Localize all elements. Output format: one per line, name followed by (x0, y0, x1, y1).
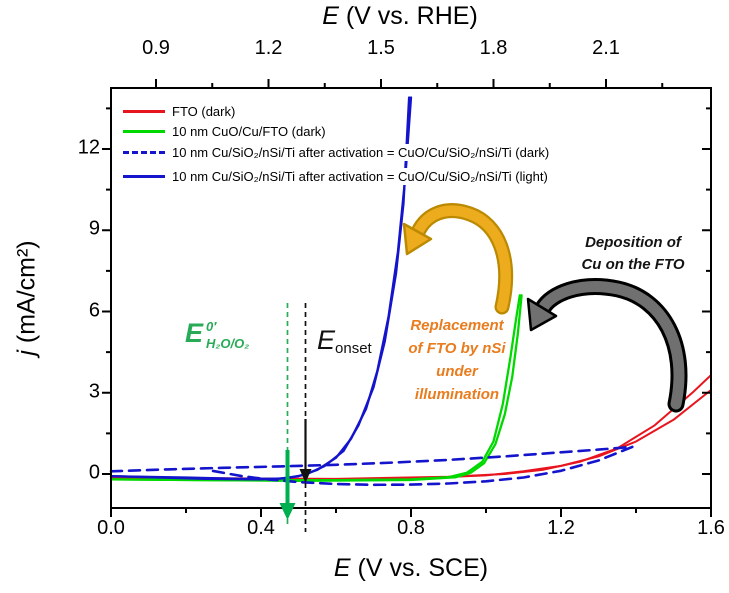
legend-item-cu-sio2-nsi-ti-dark: 10 nm Cu/SiO₂/nSi/Ti after activation = … (123, 141, 552, 163)
legend-label: FTO (dark) (170, 102, 238, 120)
legend-label: 10 nm Cu/SiO₂/nSi/Ti after activation = … (170, 143, 552, 161)
legend-line-green-icon (123, 129, 165, 133)
tick-label: 1.2 (254, 37, 283, 59)
tick-label: 1.2 (547, 517, 575, 539)
tick-label: 3 (88, 380, 100, 403)
tick-label: 0.0 (97, 517, 125, 539)
onset-down-arrow-icon (299, 419, 312, 483)
legend-label: 10 nm CuO/Cu/FTO (dark) (170, 122, 328, 140)
tick-label: 1.5 (367, 37, 395, 59)
tick-label: 1.6 (697, 517, 725, 539)
replacement-annotation: Replacement of FTO by nSi under illumina… (408, 317, 506, 403)
legend-line-red-icon (123, 109, 165, 113)
bottom-axis-title: E (V vs. SCE) (333, 554, 489, 582)
top-axis-title: E (V vs. RHE) (322, 2, 478, 30)
legend: FTO (dark) 10 nm CuO/Cu/FTO (dark) 10 nm… (123, 101, 552, 189)
tick-label: 0.4 (247, 517, 275, 539)
left-axis-title: j (mA/cm²) (12, 240, 41, 356)
tick-label: 9 (88, 217, 100, 240)
deposition-curved-arrow-icon (526, 278, 688, 413)
legend-line-blue-dashed-icon (123, 150, 165, 154)
data-curves (109, 96, 712, 487)
e0-down-arrow-icon (279, 450, 296, 520)
deposition-annotation: Deposition of Cu on the FTO (581, 234, 685, 273)
tick-label: 0.8 (397, 517, 425, 539)
legend-item-fto-dark: FTO (dark) (123, 101, 551, 121)
onset-label: Eonset (317, 325, 372, 357)
legend-item-cu-sio2-nsi-ti-light: 10 nm Cu/SiO₂/nSi/Ti after activation = … (123, 163, 551, 189)
tick-label: 0 (88, 461, 100, 484)
curve-10-nm-cu-sio2-nsi-ti-after-activation-cuo-cu-sio2-nsi-ti-dark- (109, 445, 634, 473)
tick-label: 2.1 (592, 37, 620, 59)
curve-10-nm-cu-sio2-nsi-ti-after-activation-cuo-cu-sio2-nsi-ti-light- (109, 96, 411, 481)
tick-label: 1.8 (479, 37, 508, 59)
legend-item-cuo-cu-fto-dark: 10 nm CuO/Cu/FTO (dark) (123, 121, 551, 141)
tick-label: 6 (88, 299, 100, 322)
replacement-curved-arrow-icon (402, 203, 513, 315)
tick-label: 12 (77, 136, 100, 159)
curve-10-nm-cuo-cu-fto-dark- (109, 294, 523, 482)
e0-water-oxygen-label: E 0′ H₂O/O₂ (185, 318, 250, 352)
tick-label: 0.9 (142, 37, 170, 59)
legend-label: 10 nm Cu/SiO₂/nSi/Ti after activation = … (170, 167, 550, 185)
legend-line-blue-solid-icon (123, 174, 165, 178)
plot-frame (102, 79, 712, 517)
